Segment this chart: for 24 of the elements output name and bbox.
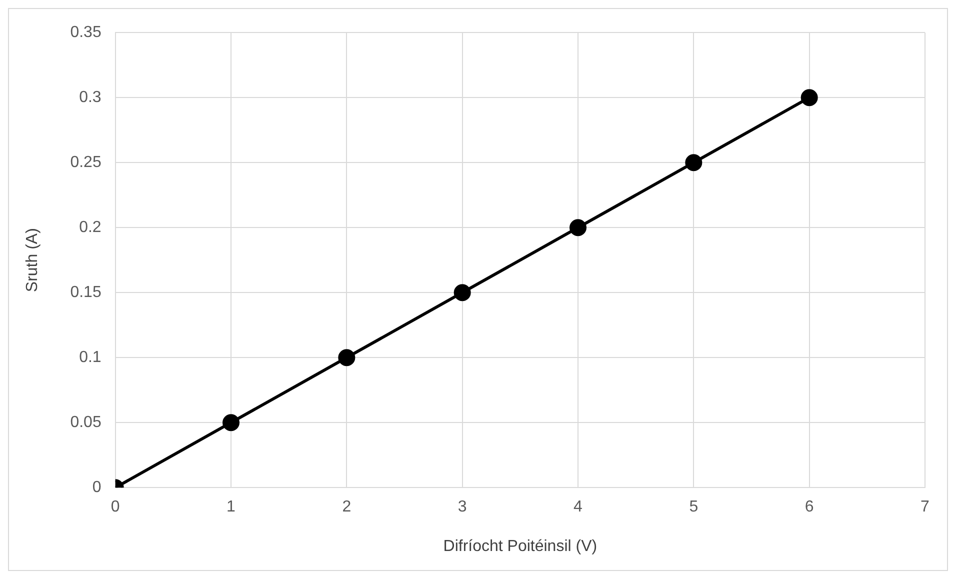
y-axis-title: Sruth (A) [24, 228, 42, 292]
point [685, 154, 702, 172]
x-axis-title: Difríocht Poitéinsil (V) [443, 538, 598, 555]
y-tick-label: 0.25 [70, 154, 102, 172]
x-tick-label: 5 [689, 498, 698, 516]
point [338, 349, 356, 366]
x-tick-label: 1 [226, 498, 236, 516]
y-tick-label: 0.35 [70, 24, 102, 42]
y-tick-label: 0.2 [79, 219, 102, 236]
y-tick-label: 0.3 [79, 89, 102, 106]
point [800, 89, 818, 106]
y-tick-label: 0 [92, 479, 102, 496]
x-tick-label: 6 [804, 498, 814, 516]
x-tick-label: 7 [920, 498, 930, 516]
point [454, 284, 471, 302]
point [222, 414, 240, 432]
y-tick-label: 0.15 [70, 284, 102, 302]
y-tick-label: 0.05 [70, 414, 102, 432]
x-tick-label: 0 [110, 498, 120, 516]
x-tick-label: 2 [342, 498, 352, 516]
point [570, 219, 587, 236]
y-tick-label: 0.1 [79, 349, 102, 366]
x-tick-label: 3 [458, 498, 467, 516]
x-tick-label: 4 [574, 498, 583, 516]
